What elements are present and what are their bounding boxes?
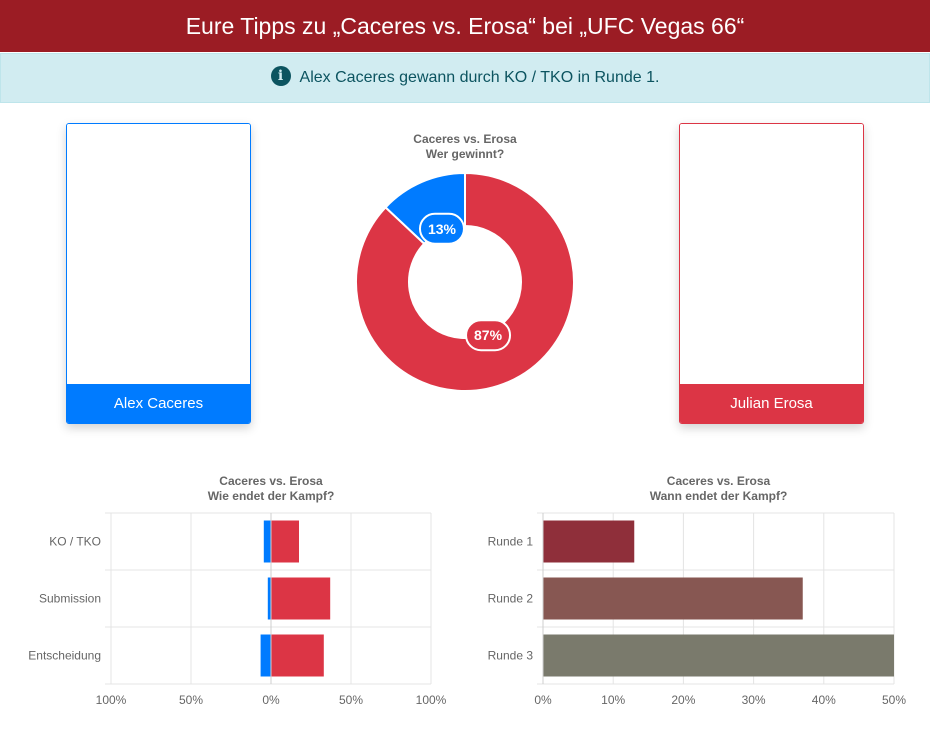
chart-subtitle: Wie endet der Kampf? bbox=[208, 489, 335, 503]
chart-subtitle: Wer gewinnt? bbox=[426, 147, 504, 161]
x-tick-label: 20% bbox=[671, 693, 695, 707]
x-tick-label: 0% bbox=[262, 693, 280, 707]
data-label-text: 87% bbox=[474, 327, 503, 343]
bar bbox=[271, 634, 324, 677]
page-title: Eure Tipps zu „Caceres vs. Erosa“ bei „U… bbox=[185, 12, 745, 39]
x-tick-label: 100% bbox=[416, 693, 447, 707]
y-tick-label: Entscheidung bbox=[28, 649, 101, 663]
x-tick-label: 40% bbox=[812, 693, 836, 707]
y-tick-label: KO / TKO bbox=[49, 535, 101, 549]
chart-title: Caceres vs. Erosa bbox=[413, 132, 517, 146]
data-label-badge bbox=[418, 212, 465, 245]
data-label: 13% bbox=[418, 212, 465, 245]
chart-subtitle: Wann endet der Kampf? bbox=[650, 489, 788, 503]
page-header: Eure Tipps zu „Caceres vs. Erosa“ bei „U… bbox=[0, 0, 930, 52]
data-label-badge bbox=[465, 319, 512, 352]
x-tick-label: 50% bbox=[339, 693, 363, 707]
fighter-photo bbox=[680, 124, 863, 384]
result-text: Alex Caceres gewann durch KO / TKO in Ru… bbox=[299, 69, 660, 86]
info-circle-icon: i bbox=[270, 66, 291, 86]
x-tick-label: 100% bbox=[96, 693, 127, 707]
y-tick-label: Runde 3 bbox=[488, 649, 534, 663]
fighter-card-erosa[interactable]: Julian Erosa bbox=[679, 123, 864, 424]
bar bbox=[271, 520, 299, 563]
x-tick-label: 10% bbox=[601, 693, 625, 707]
fighter-name: Julian Erosa bbox=[680, 384, 863, 423]
bar bbox=[543, 634, 894, 677]
bar bbox=[263, 520, 271, 563]
bar bbox=[267, 577, 271, 620]
fighter-photo bbox=[67, 124, 250, 384]
chart-title: Caceres vs. Erosa bbox=[667, 474, 771, 488]
data-label: 87% bbox=[465, 319, 512, 352]
fighter-name: Alex Caceres bbox=[67, 384, 250, 423]
data-label-text: 13% bbox=[428, 221, 457, 237]
bar bbox=[260, 634, 271, 677]
y-tick-label: Runde 1 bbox=[488, 535, 534, 549]
x-tick-label: 50% bbox=[179, 693, 203, 707]
fighter-card-caceres[interactable]: Alex Caceres bbox=[66, 123, 251, 424]
donut-slice bbox=[355, 171, 575, 392]
result-alert: i Alex Caceres gewann durch KO / TKO in … bbox=[0, 53, 930, 103]
x-tick-label: 0% bbox=[534, 693, 552, 707]
y-tick-label: Runde 2 bbox=[488, 592, 534, 606]
x-tick-label: 30% bbox=[742, 693, 766, 707]
chart-title: Caceres vs. Erosa bbox=[219, 474, 323, 488]
y-tick-label: Submission bbox=[39, 592, 101, 606]
bar bbox=[271, 577, 331, 620]
x-tick-label: 50% bbox=[882, 693, 906, 707]
bar bbox=[543, 577, 803, 620]
bar bbox=[543, 520, 635, 563]
